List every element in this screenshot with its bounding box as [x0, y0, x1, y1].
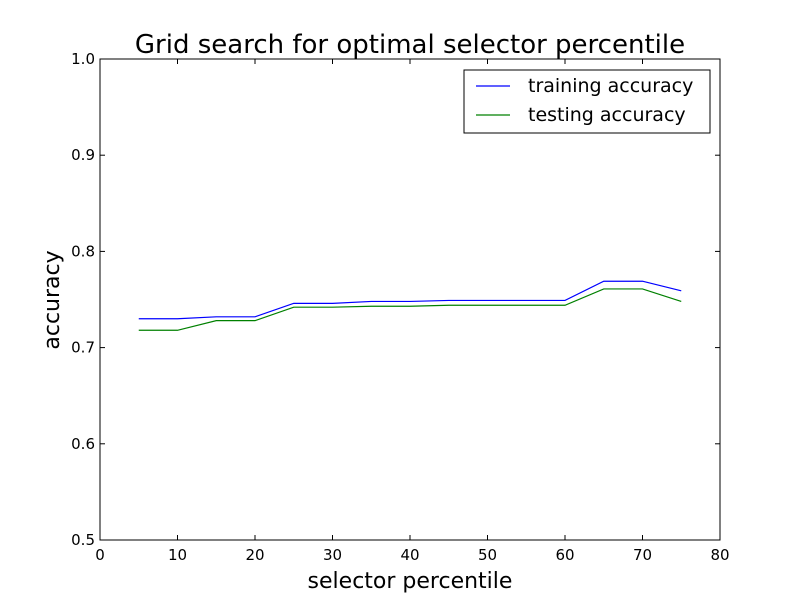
y-tick-label: 0.7 — [71, 339, 95, 357]
x-tick-label: 60 — [555, 546, 574, 564]
x-tick-label: 80 — [710, 546, 729, 564]
legend: training accuracy testing accuracy — [463, 69, 711, 134]
plot-area: 0 10 20 30 40 50 60 70 80 0.5 0.6 0.7 0.8 0.9 1.0 — [71, 50, 729, 564]
x-tick-label: 50 — [478, 546, 497, 564]
y-tick-label: 0.6 — [71, 435, 95, 453]
legend-label: testing accuracy — [528, 104, 686, 126]
x-tick-label: 10 — [168, 546, 187, 564]
x-tick-label: 0 — [95, 546, 105, 564]
y-tick-label: 0.9 — [71, 146, 95, 164]
x-tick-label: 40 — [400, 546, 419, 564]
series-line-training — [138, 280, 682, 320]
chart-title: Grid search for optimal selector percent… — [135, 30, 685, 60]
x-tick-label: 20 — [245, 546, 264, 564]
series-line-testing — [138, 288, 682, 331]
x-tick-label: 70 — [633, 546, 652, 564]
y-tick-label: 1.0 — [71, 50, 95, 68]
y-tick-label: 0.8 — [71, 242, 95, 260]
y-tick-label: 0.5 — [71, 531, 95, 549]
x-axis-label: selector percentile — [308, 569, 513, 594]
x-tick-label: 30 — [323, 546, 342, 564]
y-axis-label: accuracy — [40, 250, 65, 349]
legend-box — [463, 69, 711, 134]
legend-label: training accuracy — [528, 75, 693, 97]
